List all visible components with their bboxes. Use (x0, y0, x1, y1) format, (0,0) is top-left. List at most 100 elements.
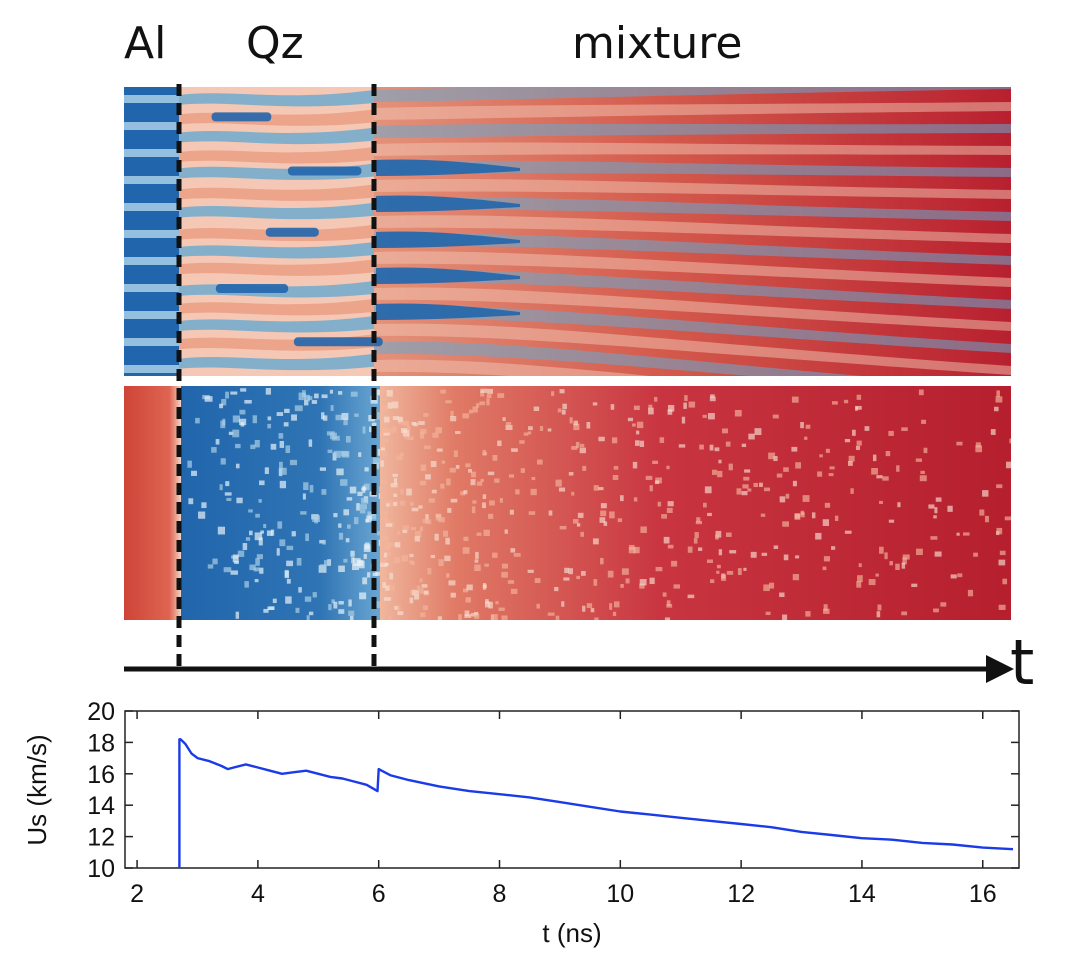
qz-speckle (254, 439, 260, 448)
mixture-speckle (666, 507, 673, 514)
mixture-speckle (450, 416, 457, 422)
mixture-speckle (753, 482, 758, 488)
qz-speckle (369, 426, 373, 433)
mixture-speckle (548, 510, 553, 516)
mixture-speckle (483, 529, 490, 537)
mixture-speckle (824, 502, 831, 508)
mixture-speckle (409, 590, 414, 596)
mixture-stripe (374, 359, 650, 376)
mixture-speckle (693, 538, 698, 544)
mixture-speckle (994, 406, 999, 412)
mixture-speckle (699, 444, 704, 450)
al-stripe (124, 365, 179, 373)
qz-speckle (291, 414, 297, 421)
mixture-speckle (389, 572, 394, 580)
qz-speckle (298, 587, 302, 593)
mixture-speckle (554, 586, 559, 592)
top-al-stripes (124, 95, 179, 373)
qz-speckle (371, 422, 377, 427)
mixture-speckle (763, 487, 771, 492)
mixture-speckle (463, 536, 469, 542)
mixture-speckle (497, 393, 505, 398)
mixture-speckle (747, 488, 752, 492)
mixture-speckle (856, 440, 862, 446)
qz-speckle (239, 409, 246, 415)
mixture-speckle (979, 509, 985, 516)
qz-speckle (249, 564, 256, 571)
qz-speckle (254, 532, 263, 541)
al-stripe (124, 338, 179, 346)
mixture-speckle (956, 532, 960, 536)
qz-speckle (212, 558, 218, 565)
qz-speckle (330, 405, 334, 411)
mixture-speckle (617, 518, 623, 523)
y-tick-label: 20 (87, 698, 115, 726)
mixture-speckle (380, 460, 384, 467)
mixture-speckle (855, 445, 860, 450)
mixture-speckle (633, 497, 638, 502)
mixture-speckle (510, 588, 518, 594)
qz-speckle (267, 423, 272, 429)
mixture-speckle (571, 445, 578, 450)
mixture-speckle (484, 601, 490, 608)
mixture-speckle (442, 530, 449, 537)
mixture-speckle (657, 501, 662, 507)
mixture-speckle (430, 460, 437, 468)
mixture-speckle (896, 465, 900, 472)
mixture-speckle (998, 604, 1006, 610)
mixture-speckle (474, 614, 480, 619)
qz-blob (287, 166, 362, 176)
mixture-speckle (783, 467, 789, 472)
mixture-speckle (632, 461, 638, 469)
mixture-speckle (414, 530, 422, 538)
mixture-speckle (388, 615, 392, 620)
mixture-speckle (649, 485, 653, 492)
qz-speckle (264, 467, 269, 475)
qz-speckle (336, 468, 344, 476)
x-tick-label: 8 (493, 880, 507, 908)
mixture-speckle (586, 422, 591, 429)
qz-stripe (179, 202, 374, 220)
qz-speckle (258, 537, 263, 546)
mixture-speckle (667, 544, 674, 549)
mixture-speckle (855, 405, 862, 410)
mixture-speckle (558, 487, 566, 492)
mixture-speckle (472, 406, 478, 413)
mixture-speckle (468, 468, 472, 473)
qz-speckle (308, 611, 314, 616)
mixture-speckle (636, 430, 640, 435)
al-stripe (124, 122, 179, 130)
mixture-speckle (530, 488, 537, 496)
qz-speckle (225, 481, 230, 487)
mixture-speckle (895, 563, 900, 570)
mixture-speckle (462, 588, 469, 593)
mixture-speckle (702, 414, 707, 418)
mixture-speckle (935, 497, 942, 502)
mixture-speckle (409, 553, 414, 558)
qz-speckle (356, 503, 360, 511)
mixture-speckle (707, 412, 715, 420)
mixture-speckle (486, 394, 492, 399)
mixture-speckle (996, 527, 1003, 535)
qz-speckle (242, 543, 248, 551)
mixture-speckle (431, 489, 437, 494)
mixture-speckle (982, 490, 989, 497)
time-arrow (124, 655, 1014, 683)
mixture-speckle (632, 423, 636, 427)
y-axis-label: Us (km/s) (22, 734, 52, 845)
mixture-speckle (438, 559, 444, 567)
mixture-speckle (523, 432, 529, 436)
qz-speckle (195, 417, 200, 424)
x-tick-label: 16 (969, 880, 997, 908)
mixture-speckle (387, 402, 393, 409)
mixture-speckle (400, 488, 404, 495)
mixture-speckle (396, 455, 403, 461)
mixture-speckle (998, 559, 1006, 566)
mixture-speckle (844, 438, 851, 443)
qz-stripe (179, 241, 374, 259)
qz-speckle (279, 461, 283, 470)
mixture-speckle (528, 511, 536, 515)
mixture-speckle (829, 466, 835, 470)
qz-speckle (374, 412, 381, 420)
mixture-speckle (704, 486, 712, 494)
